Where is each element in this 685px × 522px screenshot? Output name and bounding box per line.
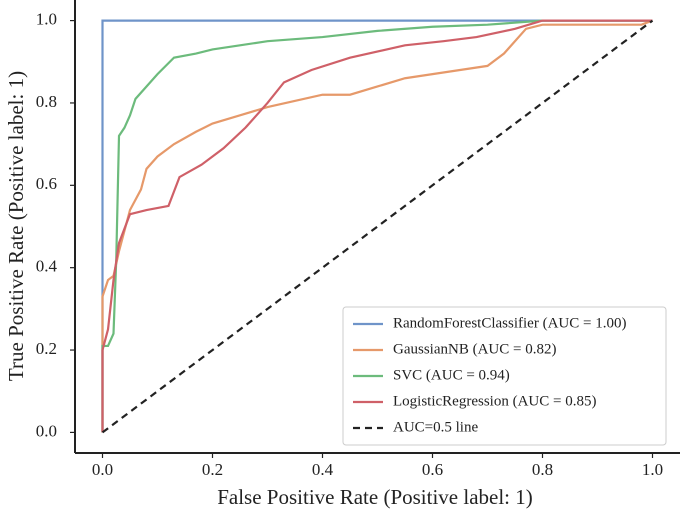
legend-label: RandomForestClassifier (AUC = 1.00) <box>393 315 626 331</box>
x-tick-label: 0.0 <box>92 460 113 479</box>
roc-line <box>101 19 654 434</box>
roc-line <box>101 19 653 433</box>
x-tick-label: 0.6 <box>422 460 443 479</box>
legend-label: GaussianNB (AUC = 0.82) <box>393 341 556 357</box>
legend-box <box>342 306 667 446</box>
x-tick-label: 0.8 <box>532 460 553 479</box>
roc-line <box>101 19 653 433</box>
y-tick-label: 1.0 <box>36 9 57 28</box>
legend-label: SVC (AUC = 0.94) <box>393 367 510 383</box>
y-tick-label: 0.2 <box>36 339 57 358</box>
roc-line <box>101 19 653 433</box>
y-tick-label: 0.8 <box>36 92 57 111</box>
x-tick-label: 0.2 <box>202 460 223 479</box>
x-axis-label: False Positive Rate (Positive label: 1) <box>217 485 533 509</box>
y-tick-label: 0.0 <box>36 421 57 440</box>
legend-label: LogisticRegression (AUC = 0.85) <box>393 393 596 409</box>
x-tick-label: 0.4 <box>312 460 334 479</box>
y-axis-label: True Positive Rate (Positive label: 1) <box>4 71 28 381</box>
legend: RandomForestClassifier (AUC = 1.00) Gauss… <box>342 306 667 446</box>
x-tick-label: 1.0 <box>642 460 663 479</box>
y-tick-label: 0.6 <box>36 174 57 193</box>
y-tick-label: 0.4 <box>36 257 58 276</box>
legend-label: AUC=0.5 line <box>393 419 478 435</box>
